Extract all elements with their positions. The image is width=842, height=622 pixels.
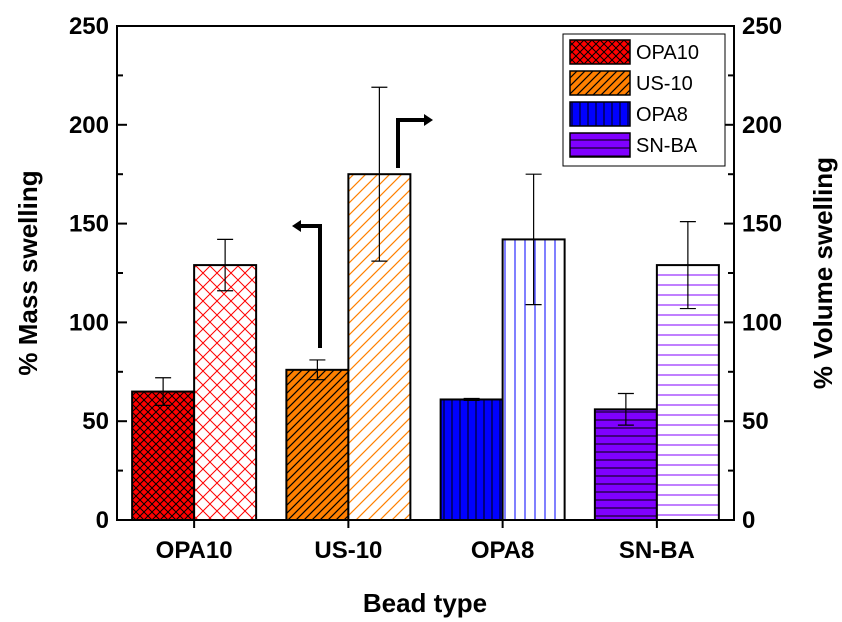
y-tick-label: 100 bbox=[69, 309, 109, 336]
right-axis-arrowhead bbox=[424, 114, 433, 126]
legend-label-opa10: OPA10 bbox=[636, 42, 699, 64]
left-axis-arrowhead bbox=[292, 220, 301, 232]
y2-tick-label: 0 bbox=[742, 507, 755, 534]
legend-label-sn-ba: SN-BA bbox=[636, 135, 698, 157]
bar-opa10-volume bbox=[193, 264, 258, 522]
left-axis-arrow bbox=[296, 224, 322, 348]
x-axis-title: Bead type bbox=[363, 588, 487, 618]
bar-us-10-mass bbox=[285, 368, 350, 521]
right-axis-arrow bbox=[396, 118, 424, 168]
y-tick-label: 200 bbox=[69, 112, 109, 139]
x-tick-label-opa10: OPA10 bbox=[156, 537, 233, 564]
bar-sn-ba-mass bbox=[593, 408, 658, 521]
y-tick-label: 250 bbox=[69, 13, 109, 40]
right-y-axis: 0 50 100 150 200 250 bbox=[724, 13, 782, 534]
legend-swatch-sn-ba bbox=[569, 132, 631, 158]
y2-tick-label: 100 bbox=[742, 309, 782, 336]
y-tick-label: 0 bbox=[96, 507, 109, 534]
x-axis: OPA10 US-10 OPA8 SN-BA bbox=[156, 520, 695, 564]
legend-swatch-us-10 bbox=[569, 70, 631, 96]
y-tick-label: 50 bbox=[82, 408, 109, 435]
legend-label-opa8: OPA8 bbox=[636, 104, 688, 126]
x-tick-label-opa8: OPA8 bbox=[471, 537, 535, 564]
y2-tick-label: 50 bbox=[742, 408, 769, 435]
y2-axis-title: % Volume swelling bbox=[808, 157, 838, 389]
left-y-axis: 0 50 100 150 200 250 bbox=[69, 13, 127, 534]
bar-opa8-mass bbox=[439, 398, 504, 521]
bar-opa10-mass bbox=[131, 390, 196, 521]
y-tick-label: 150 bbox=[69, 211, 109, 238]
y2-tick-label: 250 bbox=[742, 13, 782, 40]
bars-layer bbox=[131, 173, 720, 522]
legend-label-us-10: US-10 bbox=[636, 73, 693, 95]
y2-tick-label: 200 bbox=[742, 112, 782, 139]
y2-tick-label: 150 bbox=[742, 211, 782, 238]
legend-swatch-opa8 bbox=[569, 101, 631, 127]
legend-swatch-opa10 bbox=[569, 39, 631, 65]
x-tick-label-sn-ba: SN-BA bbox=[619, 537, 695, 564]
error-bars-layer bbox=[155, 86, 696, 426]
y-axis-title: % Mass swelling bbox=[13, 170, 43, 375]
x-tick-label-us-10: US-10 bbox=[314, 537, 382, 564]
legend: OPA10 US-10 OPA8 SN-BA bbox=[562, 33, 726, 167]
